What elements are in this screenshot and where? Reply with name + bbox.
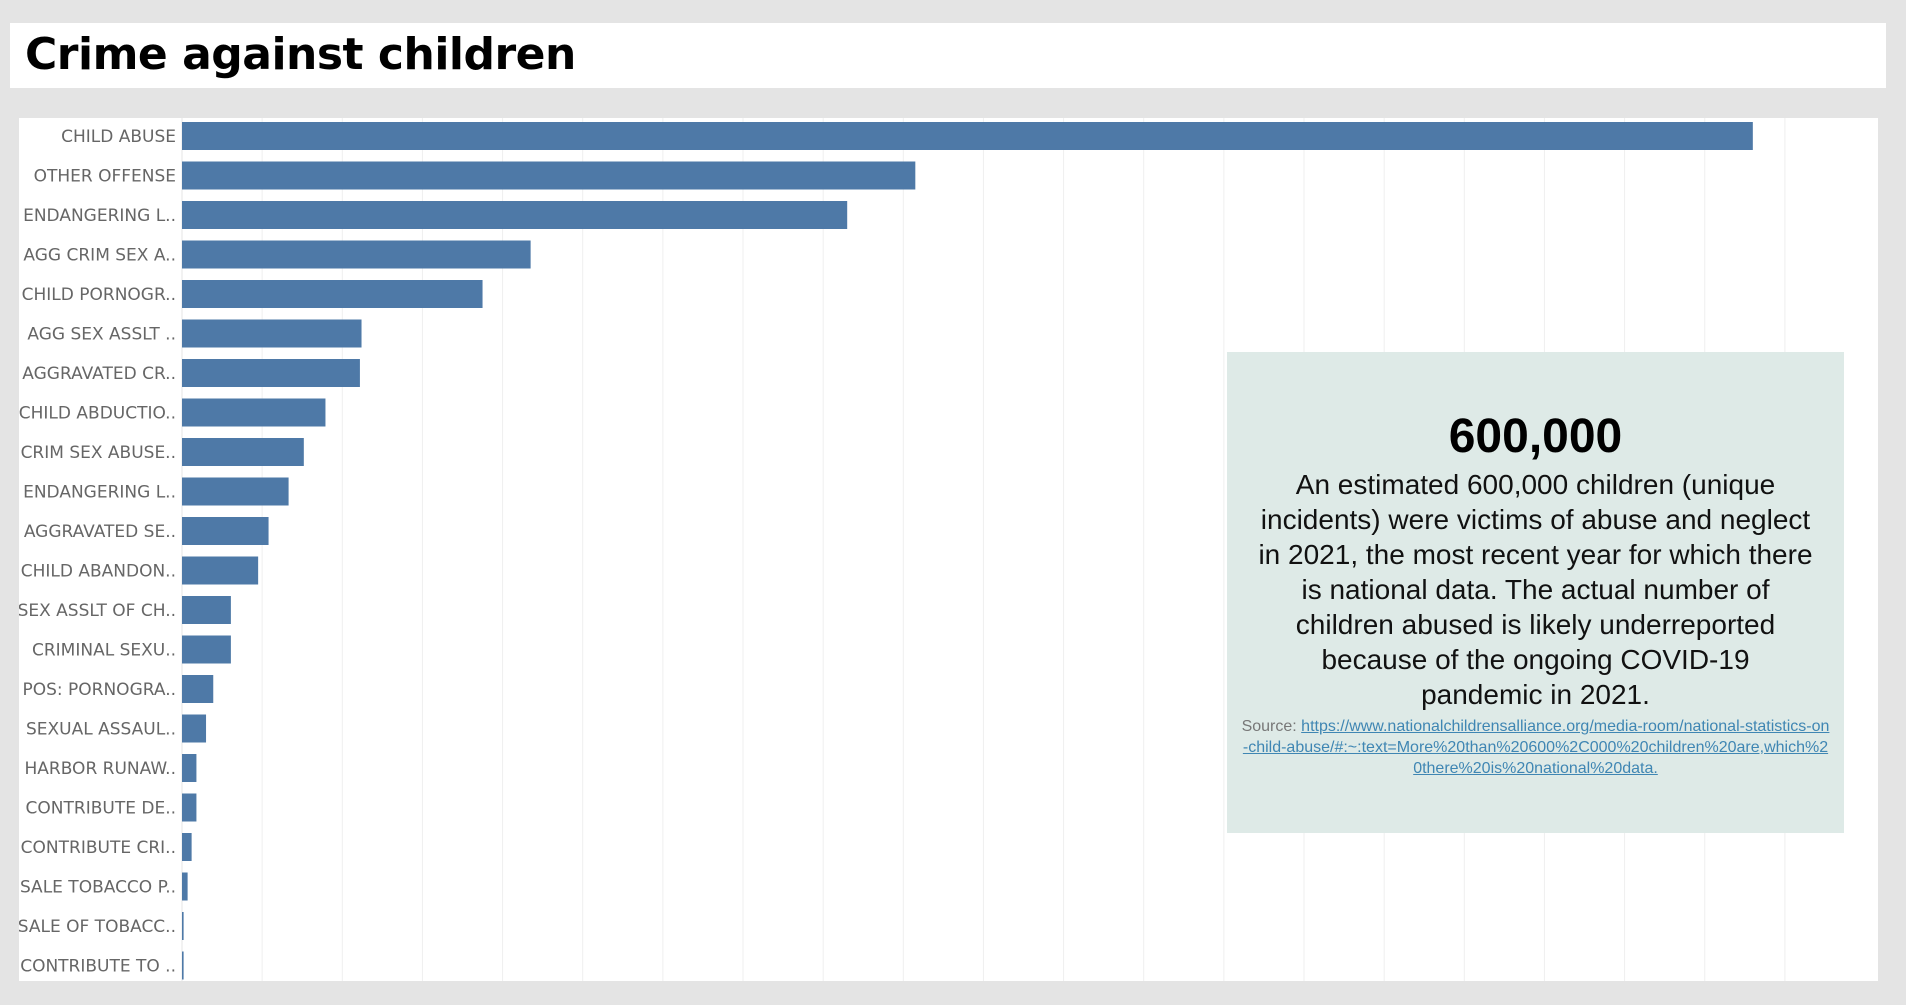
category-label: CHILD ABUSE bbox=[61, 127, 176, 147]
bar[interactable] bbox=[182, 161, 916, 190]
bar[interactable] bbox=[182, 635, 231, 664]
category-label: AGG CRIM SEX A.. bbox=[23, 246, 176, 266]
bar[interactable] bbox=[182, 754, 197, 782]
bar[interactable] bbox=[182, 951, 184, 980]
bar[interactable] bbox=[182, 596, 231, 624]
bar[interactable] bbox=[182, 833, 192, 861]
category-label: SEXUAL ASSAUL.. bbox=[26, 720, 176, 740]
category-label: SALE TOBACCO P.. bbox=[20, 878, 176, 898]
source-label: Source: bbox=[1241, 718, 1297, 735]
category-label: SALE OF TOBACC.. bbox=[19, 917, 176, 937]
category-label: CHILD ABANDON.. bbox=[21, 562, 176, 582]
category-label: CHILD ABDUCTIO.. bbox=[19, 404, 176, 424]
bar[interactable] bbox=[182, 122, 1753, 150]
category-label: POS: PORNOGRA.. bbox=[22, 680, 176, 700]
callout-text: An estimated 600,000 children (unique in… bbox=[1258, 469, 1813, 710]
bar[interactable] bbox=[182, 398, 326, 427]
category-label: CONTRIBUTE DE.. bbox=[26, 799, 176, 819]
category-label: AGGRAVATED SE.. bbox=[24, 522, 176, 542]
bar[interactable] bbox=[182, 675, 214, 703]
source-link[interactable]: https://www.nationalchildrensalliance.or… bbox=[1242, 718, 1830, 777]
category-label: ENDANGERING L.. bbox=[23, 206, 176, 226]
bar[interactable] bbox=[182, 872, 188, 901]
category-label: AGG SEX ASSLT .. bbox=[27, 325, 176, 345]
bar[interactable] bbox=[182, 517, 269, 545]
category-label: SEX ASSLT OF CH.. bbox=[19, 601, 176, 621]
category-label: AGGRAVATED CR.. bbox=[22, 364, 176, 384]
bar[interactable] bbox=[182, 240, 531, 269]
chart-panel: CHILD ABUSE OTHER OFFENSE ENDANGERING L.. A… bbox=[19, 118, 1878, 981]
category-label: CONTRIBUTE CRI.. bbox=[21, 838, 176, 858]
callout-source: Source: https://www.nationalchildrensall… bbox=[1241, 716, 1830, 779]
callout-number: 600,000 bbox=[1448, 410, 1623, 463]
category-label: OTHER OFFENSE bbox=[34, 167, 176, 187]
bar[interactable] bbox=[182, 912, 184, 940]
category-label: CRIMINAL SEXU.. bbox=[32, 641, 176, 661]
bar-chart: CHILD ABUSE OTHER OFFENSE ENDANGERING L.. A… bbox=[19, 118, 1786, 981]
bar[interactable] bbox=[182, 319, 362, 348]
category-label: CONTRIBUTE TO .. bbox=[20, 957, 176, 977]
category-label: HARBOR RUNAW.. bbox=[24, 759, 176, 779]
title-bar: Crime against children bbox=[10, 23, 1886, 88]
category-label: CRIM SEX ABUSE.. bbox=[21, 443, 176, 463]
bar[interactable] bbox=[182, 438, 304, 466]
bar[interactable] bbox=[182, 714, 207, 743]
bar[interactable] bbox=[182, 477, 289, 506]
page-title: Crime against children bbox=[25, 29, 576, 80]
category-label: CHILD PORNOGR.. bbox=[22, 285, 176, 305]
bar[interactable] bbox=[182, 359, 360, 387]
bar[interactable] bbox=[182, 201, 848, 229]
bar[interactable] bbox=[182, 280, 483, 308]
stat-callout: 600,000 An estimated 600,000 children (u… bbox=[1227, 352, 1844, 833]
category-label: ENDANGERING L.. bbox=[23, 483, 176, 503]
bar[interactable] bbox=[182, 793, 197, 822]
bar[interactable] bbox=[182, 556, 259, 585]
